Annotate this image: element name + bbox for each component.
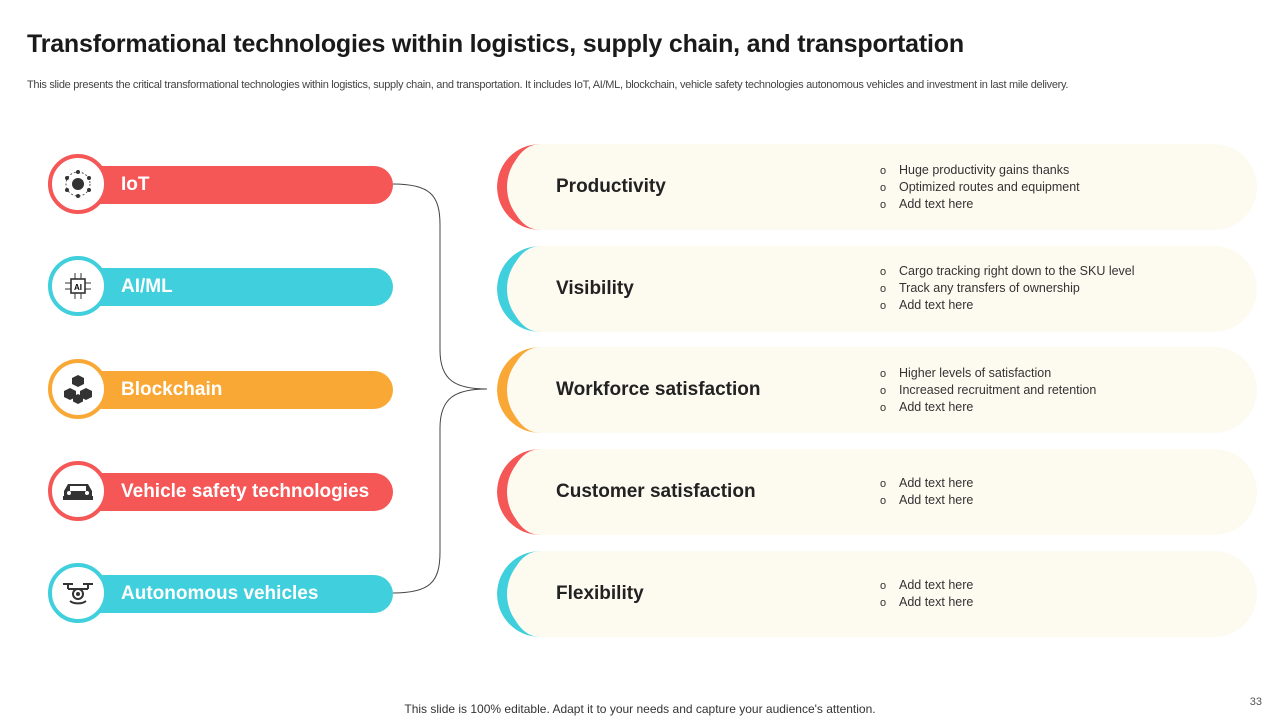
- bullet-item: Add text here: [880, 577, 973, 594]
- blockchain-cubes-icon: [48, 358, 108, 419]
- bullet-item: Add text here: [880, 297, 1135, 314]
- bullet-item: Add text here: [880, 196, 1080, 213]
- benefit-bullets: Add text hereAdd text here: [880, 449, 973, 535]
- bullet-item: Track any transfers of ownership: [880, 280, 1135, 297]
- network-icon: [48, 154, 108, 214]
- tech-label: Blockchain: [78, 370, 393, 409]
- benefit-bullets: Cargo tracking right down to the SKU lev…: [880, 246, 1135, 332]
- bullet-item: Increased recruitment and retention: [880, 382, 1096, 399]
- bullet-item: Higher levels of satisfaction: [880, 365, 1096, 382]
- tech-label: Autonomous vehicles: [78, 575, 393, 614]
- tech-item: Autonomous vehicles: [48, 563, 394, 625]
- benefit-card: Visibility Cargo tracking right down to t…: [497, 245, 1257, 332]
- car-icon: [48, 460, 108, 521]
- tech-label: IoT: [78, 166, 393, 204]
- tech-item: Blockchain: [48, 358, 394, 421]
- benefit-card: Customer satisfaction Add text hereAdd te…: [497, 449, 1257, 536]
- tech-label: Vehicle safety technologies: [78, 472, 393, 511]
- page-number: 33: [1249, 696, 1262, 708]
- tech-label: AI/ML: [78, 268, 393, 307]
- drone-icon: [48, 563, 108, 624]
- bullet-item: Optimized routes and equipment: [880, 179, 1080, 196]
- benefit-bullets: Huge productivity gains thanksOptimized …: [880, 144, 1080, 230]
- bullet-item: Add text here: [880, 475, 973, 492]
- benefit-title: Workforce satisfaction: [556, 379, 761, 401]
- bullet-item: Huge productivity gains thanks: [880, 162, 1080, 179]
- tech-item: AI/ML AI: [48, 256, 394, 318]
- benefit-title: Visibility: [556, 277, 634, 299]
- benefit-title: Flexibility: [556, 582, 644, 604]
- benefit-bullets: Add text hereAdd text here: [880, 551, 973, 637]
- page-subtitle: This slide presents the critical transfo…: [27, 79, 1069, 91]
- bullet-item: Add text here: [880, 492, 973, 509]
- page-title: Transformational technologies within log…: [27, 30, 964, 58]
- tech-item: Vehicle safety technologies: [48, 460, 394, 523]
- svg-text:AI: AI: [74, 283, 82, 292]
- ai-chip-icon: AI: [48, 256, 108, 317]
- tech-item: IoT: [48, 154, 394, 216]
- benefit-bullets: Higher levels of satisfactionIncreased r…: [880, 347, 1096, 433]
- benefit-title: Customer satisfaction: [556, 481, 756, 503]
- benefit-card: Productivity Huge productivity gains than…: [497, 144, 1257, 230]
- bullet-item: Cargo tracking right down to the SKU lev…: [880, 263, 1135, 280]
- benefit-title: Productivity: [556, 176, 666, 197]
- bullet-item: Add text here: [880, 399, 1096, 416]
- footer-note: This slide is 100% editable. Adapt it to…: [404, 702, 876, 716]
- benefit-card: Workforce satisfaction Higher levels of s…: [497, 347, 1257, 434]
- benefit-card: Flexibility Add text hereAdd text here: [497, 550, 1257, 637]
- bullet-item: Add text here: [880, 594, 973, 611]
